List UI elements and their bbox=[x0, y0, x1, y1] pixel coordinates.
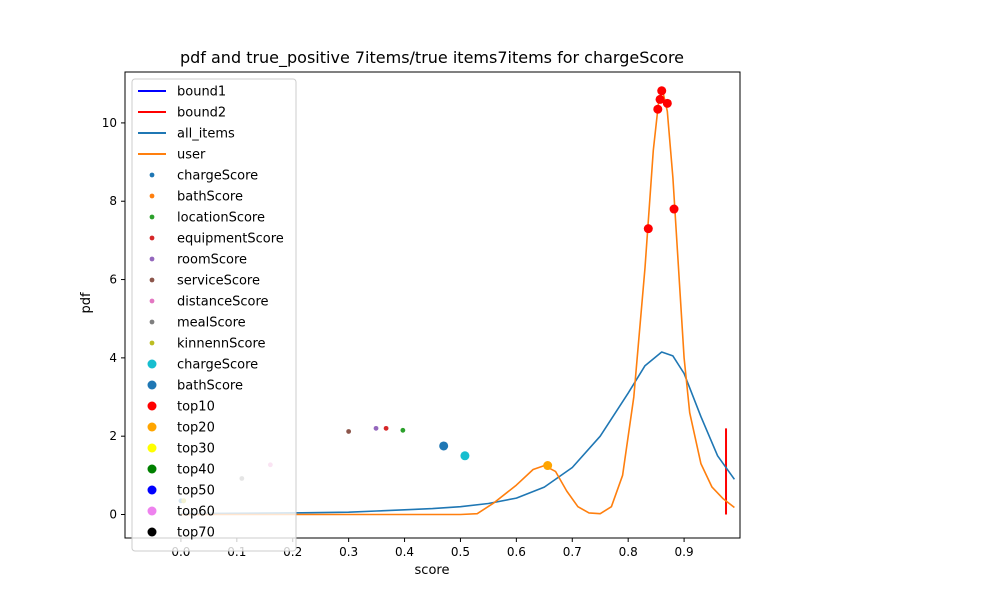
top10-marker bbox=[662, 98, 672, 108]
legend-box bbox=[131, 78, 297, 552]
chart-title: pdf and true_positive 7items/true items7… bbox=[180, 48, 684, 68]
legend-label: top50 bbox=[177, 484, 215, 499]
legend-swatch-dot bbox=[149, 298, 155, 304]
top10-marker bbox=[657, 86, 667, 96]
y-tick-label: 8 bbox=[109, 194, 117, 208]
y-tick-label: 10 bbox=[102, 116, 117, 130]
all_items-series-line bbox=[180, 351, 736, 515]
legend-swatch-dot bbox=[149, 235, 155, 241]
legend-label: all_items bbox=[177, 127, 235, 142]
legend-swatch-dot bbox=[149, 319, 155, 325]
y-tick-label: 4 bbox=[109, 351, 117, 365]
legend-swatch-dot bbox=[149, 256, 155, 262]
bathScore-marker bbox=[439, 441, 449, 451]
legend-label: roomScore bbox=[177, 253, 247, 268]
legend-label: distanceScore bbox=[177, 295, 269, 310]
legend-label: user bbox=[177, 148, 206, 163]
legend-swatch-marker bbox=[147, 485, 157, 495]
legend-label: top10 bbox=[177, 400, 215, 415]
legend-label: top20 bbox=[177, 421, 215, 436]
legend-swatch-marker bbox=[147, 422, 157, 432]
legend-swatch-marker bbox=[147, 506, 157, 516]
legend-swatch-dot bbox=[149, 340, 155, 346]
legend-swatch-marker bbox=[147, 380, 157, 390]
legend-label: locationScore bbox=[177, 211, 265, 226]
legend-swatch-marker bbox=[147, 443, 157, 453]
user-series-line bbox=[180, 90, 735, 516]
legend-swatch-dot bbox=[149, 214, 155, 220]
y-tick-label: 0 bbox=[109, 508, 117, 522]
legend-label: mealScore bbox=[177, 316, 246, 331]
top10-marker bbox=[643, 224, 653, 234]
legend-swatch-dot bbox=[149, 277, 155, 283]
top10-marker bbox=[669, 204, 679, 214]
legend-label: bathScore bbox=[177, 379, 243, 394]
plot-frame bbox=[124, 71, 741, 539]
chargeScore-marker bbox=[460, 451, 470, 461]
serviceScore-point bbox=[346, 429, 352, 434]
x-tick-label: 0.9 bbox=[675, 545, 694, 559]
legend-label: bound1 bbox=[177, 85, 226, 100]
x-tick-label: 0.3 bbox=[339, 545, 358, 559]
x-axis-label: score bbox=[415, 563, 450, 578]
legend-swatch-marker bbox=[147, 464, 157, 474]
legend-swatch-marker bbox=[147, 359, 157, 369]
legend-label: chargeScore bbox=[177, 358, 258, 373]
legend-swatch-dot bbox=[149, 193, 155, 199]
x-tick-label: 0.8 bbox=[619, 545, 638, 559]
legend-label: top60 bbox=[177, 505, 215, 520]
legend-swatch-dot bbox=[149, 172, 155, 178]
plot-area bbox=[178, 86, 736, 516]
locationScore-point bbox=[400, 427, 406, 433]
y-axis-label: pdf bbox=[79, 292, 94, 314]
top10-marker bbox=[655, 94, 665, 104]
legend-label: equipmentScore bbox=[177, 232, 284, 247]
legend-label: top30 bbox=[177, 442, 215, 457]
legend-label: chargeScore bbox=[177, 169, 258, 184]
legend-swatch-marker bbox=[147, 527, 157, 537]
x-tick-label: 0.4 bbox=[395, 545, 414, 559]
legend-label: serviceScore bbox=[177, 274, 260, 289]
x-tick-label: 0.7 bbox=[563, 545, 582, 559]
equipmentScore-point bbox=[383, 425, 389, 431]
x-tick-label: 0.6 bbox=[507, 545, 526, 559]
legend-label: kinnennScore bbox=[177, 337, 266, 352]
top10-marker bbox=[653, 104, 663, 114]
legend-label: bathScore bbox=[177, 190, 243, 205]
legend-label: bound2 bbox=[177, 106, 226, 121]
legend-label: top70 bbox=[177, 526, 215, 541]
y-tick-label: 6 bbox=[109, 273, 117, 287]
x-tick-label: 0.5 bbox=[451, 545, 470, 559]
top20-marker bbox=[543, 461, 553, 471]
roomScore-point bbox=[373, 425, 379, 431]
legend-swatch-marker bbox=[147, 401, 157, 411]
y-tick-label: 2 bbox=[109, 429, 117, 443]
legend-label: top40 bbox=[177, 463, 215, 478]
